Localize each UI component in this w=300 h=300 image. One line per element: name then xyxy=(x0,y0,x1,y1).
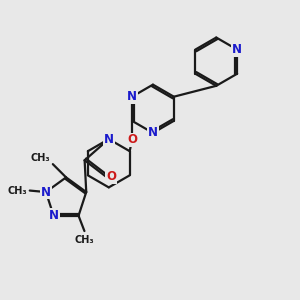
Text: N: N xyxy=(232,43,242,56)
Text: O: O xyxy=(127,134,137,146)
Text: CH₃: CH₃ xyxy=(8,186,27,196)
Text: N: N xyxy=(104,133,114,146)
Text: CH₃: CH₃ xyxy=(75,235,94,244)
Text: CH₃: CH₃ xyxy=(31,153,50,163)
Text: N: N xyxy=(148,126,158,140)
Text: O: O xyxy=(106,170,116,183)
Text: N: N xyxy=(127,90,137,103)
Text: N: N xyxy=(41,185,51,199)
Text: N: N xyxy=(49,209,58,222)
